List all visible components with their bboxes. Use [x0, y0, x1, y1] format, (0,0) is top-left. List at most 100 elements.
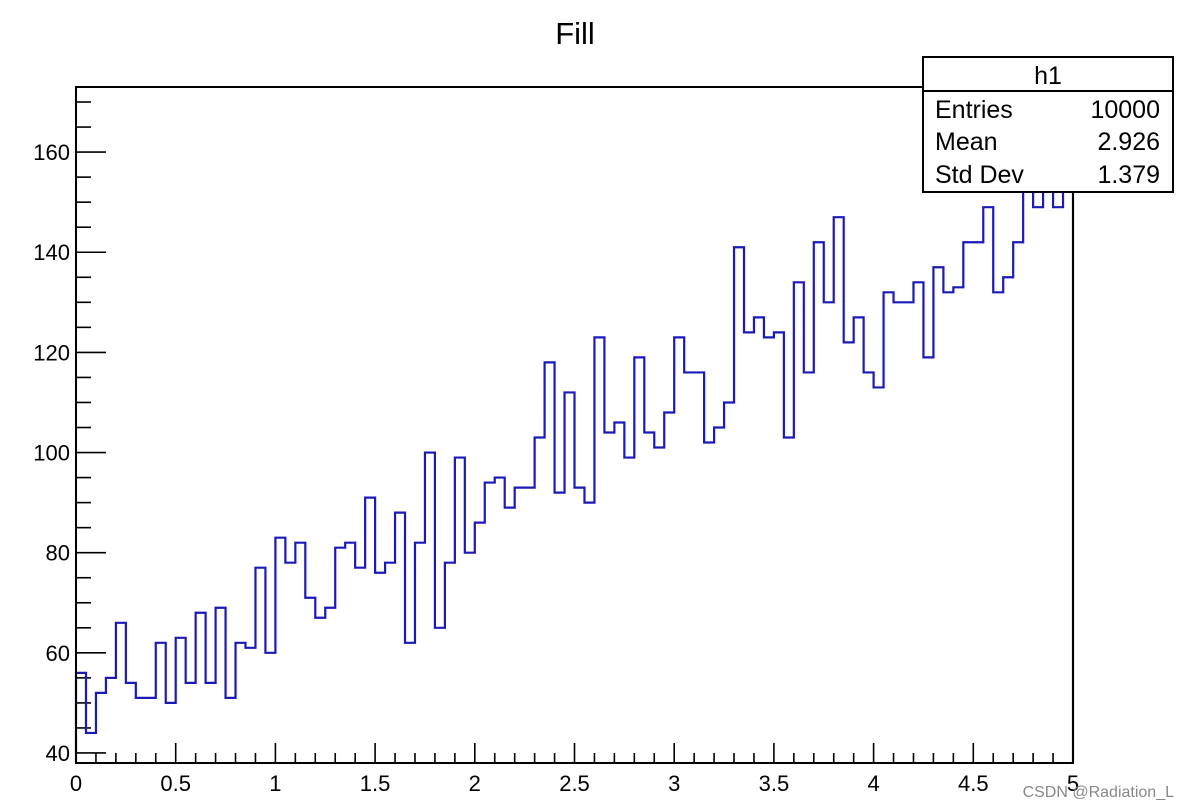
stats-box: h1 Entries 10000 Mean 2.926 Std Dev 1.37…	[922, 56, 1174, 193]
histogram-bin	[1053, 207, 1063, 763]
histogram-bin	[664, 412, 674, 763]
histogram-bin	[634, 357, 644, 763]
y-tick-label: 160	[33, 140, 70, 165]
histogram-bin	[525, 488, 535, 763]
x-tick-label: 5	[1067, 771, 1079, 796]
histogram-bin	[206, 683, 216, 763]
histogram-bin	[176, 638, 186, 763]
histogram-bin	[844, 342, 854, 763]
histogram-bin	[415, 543, 425, 763]
histogram-bin	[285, 563, 295, 763]
histogram-bin	[904, 302, 914, 763]
histogram-bin	[1003, 277, 1013, 763]
stats-mean-value: 2.926	[1097, 128, 1160, 156]
histogram-bin	[345, 543, 355, 763]
histogram-bin	[744, 332, 754, 763]
histogram-bin	[545, 362, 555, 763]
x-tick-label: 1.5	[360, 771, 391, 796]
histogram-bin	[913, 282, 923, 763]
histogram-bin	[604, 433, 614, 763]
histogram-bin	[106, 678, 116, 763]
histogram-bin	[644, 433, 654, 763]
histogram-bin	[824, 302, 834, 763]
x-tick-label: 3	[668, 771, 680, 796]
histogram-bin	[535, 438, 545, 763]
histogram-bin	[475, 523, 485, 763]
histogram-bin	[485, 483, 495, 763]
histogram-bin	[335, 548, 345, 763]
histogram-bin	[854, 317, 864, 763]
y-tick-label: 140	[33, 240, 70, 265]
histogram-bin	[624, 458, 634, 763]
stats-entries-label: Entries	[935, 96, 1013, 124]
histogram-series-h1	[74, 176, 1075, 763]
histogram-bin	[804, 372, 814, 763]
histogram-bin	[1033, 207, 1043, 763]
stats-stddev-value: 1.379	[1097, 161, 1160, 189]
histogram-bin	[515, 488, 525, 763]
histogram-bin	[584, 503, 594, 763]
histogram-bin	[594, 337, 604, 763]
histogram-bin	[794, 282, 804, 763]
histogram-bin	[325, 608, 335, 763]
histogram-bin	[375, 573, 385, 763]
stats-box-frame	[922, 56, 1174, 193]
histogram-bin	[216, 608, 226, 763]
histogram-bin	[884, 292, 894, 763]
histogram-bin	[425, 453, 435, 763]
histogram-bin	[395, 513, 405, 763]
histogram-bin	[355, 568, 365, 763]
x-tick-label: 4.5	[958, 771, 989, 796]
histogram-bin	[754, 317, 764, 763]
y-tick-label: 100	[33, 441, 70, 466]
y-tick-label: 80	[46, 541, 70, 566]
histogram-bin	[614, 422, 624, 763]
x-tick-label: 1	[269, 771, 281, 796]
histogram-bin	[874, 387, 884, 763]
histogram-bin	[983, 207, 993, 763]
histogram-bin	[784, 438, 794, 763]
histogram-bin	[694, 372, 704, 763]
histogram-bin	[774, 332, 784, 763]
histogram-bin	[365, 498, 375, 763]
histogram-bin	[1063, 177, 1073, 763]
stats-mean-label: Mean	[935, 128, 998, 156]
watermark: CSDN @Radiation_L	[1023, 784, 1175, 801]
histogram-bin	[814, 242, 824, 763]
histogram-bin	[505, 508, 515, 763]
histogram-bin	[565, 392, 575, 763]
histogram-bin	[1043, 177, 1053, 763]
stats-stddev-label: Std Dev	[935, 161, 1024, 189]
histogram-bin	[1023, 177, 1033, 763]
histogram-bin	[684, 372, 694, 763]
histogram-bin	[156, 643, 166, 763]
histogram-bin	[923, 357, 933, 763]
plot-frame	[75, 86, 1074, 764]
histogram-bin	[295, 543, 305, 763]
histogram-bin	[674, 337, 684, 763]
histogram-bin	[116, 623, 126, 763]
histogram-bin	[226, 698, 236, 763]
x-tick-label: 0.5	[160, 771, 191, 796]
histogram-bin	[465, 553, 475, 763]
histogram-bin	[943, 292, 953, 763]
histogram-bin	[724, 402, 734, 763]
histogram-bin	[315, 618, 325, 763]
histogram-bin	[126, 683, 136, 763]
chart-title: Fill	[555, 16, 595, 51]
histogram-bin	[136, 698, 146, 763]
histogram-bin	[196, 613, 206, 763]
x-tick-label: 0	[70, 771, 82, 796]
histogram-bin	[764, 337, 774, 763]
y-tick-label: 120	[33, 340, 70, 365]
histogram-bin	[255, 568, 265, 763]
histogram-bin	[96, 693, 106, 763]
x-tick-label: 4	[867, 771, 879, 796]
axes: 0 0.5 1 1.5 2 2.5 3 3.5 4 4.5 5 40 60 80 100 120 140 160	[33, 101, 1079, 796]
histogram-bin	[834, 217, 844, 763]
histogram-bin	[993, 292, 1003, 763]
histogram-bin	[973, 242, 983, 763]
histogram-bin	[86, 733, 96, 763]
histogram-bin	[236, 643, 246, 763]
